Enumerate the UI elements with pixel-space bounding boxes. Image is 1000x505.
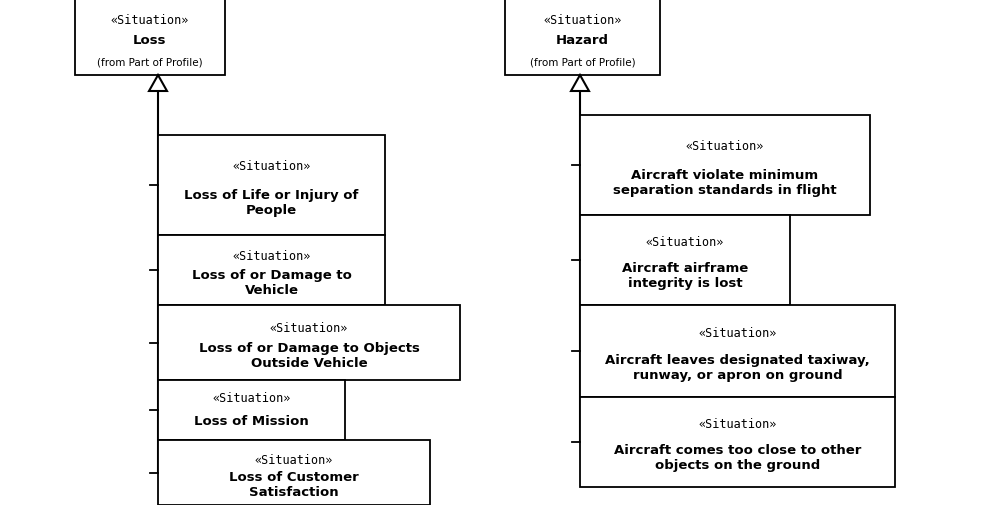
Text: «Situation»: «Situation» (646, 236, 724, 249)
Text: (from Part of Profile): (from Part of Profile) (97, 57, 203, 67)
Text: «Situation»: «Situation» (698, 418, 777, 431)
Text: «Situation»: «Situation» (543, 14, 622, 27)
Bar (580, 216, 790, 306)
Text: Hazard: Hazard (556, 34, 609, 46)
Bar (505, 0, 660, 76)
Text: Aircraft comes too close to other
objects on the ground: Aircraft comes too close to other object… (614, 443, 861, 471)
Text: «Situation»: «Situation» (111, 14, 189, 27)
Text: Aircraft leaves designated taxiway,
runway, or apron on ground: Aircraft leaves designated taxiway, runw… (605, 353, 870, 381)
Text: «Situation»: «Situation» (232, 159, 311, 172)
Text: Loss of or Damage to
Vehicle: Loss of or Damage to Vehicle (192, 268, 351, 296)
Bar (75, 0, 225, 76)
Text: Aircraft airframe
integrity is lost: Aircraft airframe integrity is lost (622, 262, 748, 290)
Bar (158, 306, 460, 380)
Text: Loss of Life or Injury of
People: Loss of Life or Injury of People (184, 189, 359, 217)
Text: (from Part of Profile): (from Part of Profile) (530, 57, 635, 67)
Text: «Situation»: «Situation» (270, 321, 348, 334)
Polygon shape (149, 76, 167, 92)
Text: «Situation»: «Situation» (232, 250, 311, 263)
Bar (158, 136, 385, 235)
Bar (580, 306, 895, 397)
Text: Loss: Loss (133, 34, 167, 46)
Bar (158, 440, 430, 505)
Text: Loss of Customer
Satisfaction: Loss of Customer Satisfaction (229, 470, 359, 497)
Bar (580, 116, 870, 216)
Bar (580, 397, 895, 487)
Text: «Situation»: «Situation» (698, 326, 777, 339)
Text: Loss of Mission: Loss of Mission (194, 414, 309, 427)
Text: «Situation»: «Situation» (212, 392, 291, 405)
Bar (158, 380, 345, 440)
Polygon shape (571, 76, 589, 92)
Text: «Situation»: «Situation» (255, 453, 333, 466)
Text: «Situation»: «Situation» (686, 139, 764, 152)
Text: Loss of or Damage to Objects
Outside Vehicle: Loss of or Damage to Objects Outside Veh… (199, 341, 419, 370)
Bar (158, 235, 385, 306)
Text: Aircraft violate minimum
separation standards in flight: Aircraft violate minimum separation stan… (613, 169, 837, 196)
